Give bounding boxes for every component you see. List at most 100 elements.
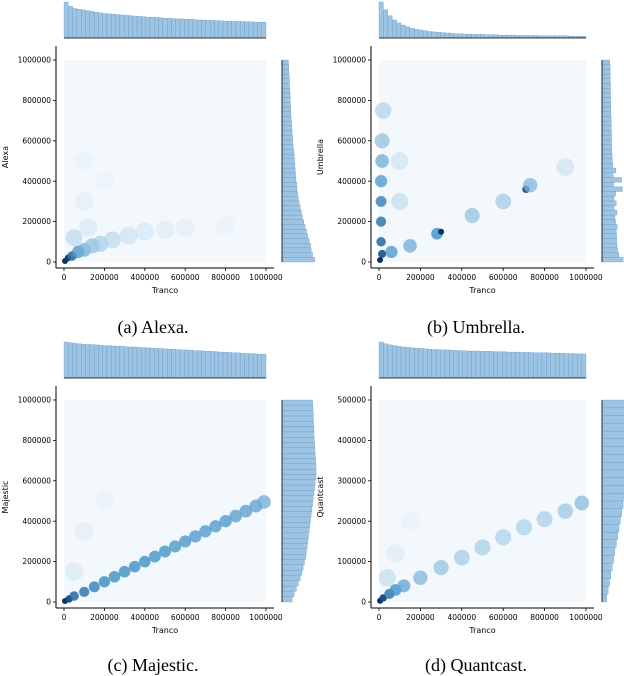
marginal-x-bar xyxy=(76,9,82,39)
marginal-x-histogram xyxy=(63,341,267,379)
hexbin-cell xyxy=(108,570,121,583)
marginal-x-bar xyxy=(493,351,499,379)
marginal-x-bar xyxy=(162,18,168,39)
marginal-x-bar xyxy=(431,349,437,379)
hexbin-cell xyxy=(209,520,222,533)
x-tick-label: 0 xyxy=(377,613,382,622)
hexbin-cell xyxy=(104,231,121,249)
marginal-y-bar xyxy=(281,106,291,112)
marginal-y-bar xyxy=(601,130,612,136)
x-axis-label: Tranco xyxy=(468,286,495,295)
marginal-y-bar xyxy=(281,64,289,70)
x-tick-label: 800000 xyxy=(211,613,240,622)
marginal-x-bar xyxy=(231,21,237,39)
hexbin-cell xyxy=(375,154,389,168)
marginal-x-bar xyxy=(427,349,433,379)
marginal-y-bar xyxy=(601,200,617,206)
marginal-x-bar xyxy=(188,350,194,379)
marginal-x-bar xyxy=(222,20,228,39)
marginal-y-bar xyxy=(281,500,313,507)
marginal-x-bar xyxy=(63,1,69,39)
marginal-x-bar xyxy=(106,345,112,379)
hexbin-cell xyxy=(179,535,192,548)
hexbin-cell xyxy=(376,237,386,247)
marginal-y-bar xyxy=(601,247,618,253)
jointplot-panel-4: 0 200000 400000 600000 800000 1000000 0 100000 2… xyxy=(316,341,624,676)
marginal-y-bar xyxy=(281,484,315,491)
marginal-y-bar xyxy=(601,508,622,517)
marginal-x-bar xyxy=(201,350,206,379)
marginal-x-bar xyxy=(76,343,82,379)
marginal-y-bar xyxy=(281,163,296,169)
hexbin-cell xyxy=(98,576,111,588)
marginal-y-bar xyxy=(601,547,616,556)
y-tick-label: 300000 xyxy=(337,476,366,485)
marginal-x-bar xyxy=(81,9,86,39)
hexbin-cell xyxy=(148,550,161,563)
marginal-x-bar xyxy=(572,353,578,379)
hexbin-cell xyxy=(239,504,253,518)
marginal-y-bar xyxy=(601,158,613,164)
hexbin-cell xyxy=(403,238,417,253)
marginal-y-bar xyxy=(281,214,303,220)
marginal-y-bar xyxy=(601,102,611,108)
marginal-x-bar xyxy=(102,345,108,379)
hexbin-cell xyxy=(74,521,94,541)
marginal-y-bar xyxy=(601,167,617,173)
hexbin-cell xyxy=(135,222,154,241)
marginal-x-bar xyxy=(471,34,477,39)
y-tick-label: 1000000 xyxy=(18,396,52,405)
marginal-x-bar xyxy=(396,346,402,379)
marginal-x-bar xyxy=(240,353,245,379)
marginal-x-bar xyxy=(197,19,202,39)
marginal-x-bar xyxy=(427,31,433,39)
panel-caption: (d) Quantcast. xyxy=(425,655,527,676)
marginal-y-bar xyxy=(281,116,292,122)
marginal-x-bar xyxy=(106,13,112,39)
x-tick-label: 0 xyxy=(62,273,67,282)
marginal-x-bar xyxy=(227,20,232,39)
marginal-x-bar xyxy=(475,34,481,39)
hexbin-cell xyxy=(400,511,420,531)
x-tick-label: 400000 xyxy=(447,613,476,622)
marginal-x-bar xyxy=(235,352,241,379)
marginal-x-bar xyxy=(480,351,485,379)
marginal-x-bar xyxy=(214,351,219,379)
marginal-y-bar xyxy=(601,205,615,211)
marginal-y-bar xyxy=(281,479,316,486)
marginal-x-bar xyxy=(568,353,573,379)
hexbin-cell xyxy=(139,555,151,568)
marginal-y-bar xyxy=(281,228,307,234)
marginal-y-bar xyxy=(601,399,624,408)
marginal-x-bar xyxy=(244,21,249,39)
hexbin-cell xyxy=(433,560,449,576)
marginal-x-bar xyxy=(563,353,569,379)
x-tick-label: 600000 xyxy=(489,273,518,282)
y-tick-label: 400000 xyxy=(22,177,51,186)
y-tick-label: 800000 xyxy=(337,96,366,105)
marginal-x-bar xyxy=(154,17,159,39)
marginal-y-bar xyxy=(601,149,613,155)
marginal-x-bar xyxy=(248,353,254,379)
hexbin-cell xyxy=(378,569,396,587)
marginal-x-bar xyxy=(436,349,441,379)
marginal-x-bar xyxy=(124,15,129,39)
marginal-x-bar xyxy=(218,351,224,379)
x-tick-label: 400000 xyxy=(447,273,476,282)
marginal-x-bar xyxy=(162,348,168,379)
marginal-x-bar xyxy=(248,21,254,39)
marginal-y-bar xyxy=(281,59,289,65)
marginal-x-bar xyxy=(171,18,176,39)
marginal-x-bar xyxy=(141,347,146,379)
marginal-y-bar xyxy=(601,210,618,216)
marginal-y-bar xyxy=(281,564,304,571)
marginal-x-bar xyxy=(98,12,103,39)
x-tick-label: 200000 xyxy=(90,613,119,622)
marginal-y-bar xyxy=(281,172,296,178)
marginal-y-bar xyxy=(601,493,624,502)
marginal-x-bar xyxy=(89,344,95,379)
marginal-x-bar xyxy=(546,352,551,379)
marginal-y-bar xyxy=(281,447,316,454)
marginal-y-bar xyxy=(281,516,311,523)
y-tick-label: 0 xyxy=(361,258,366,267)
